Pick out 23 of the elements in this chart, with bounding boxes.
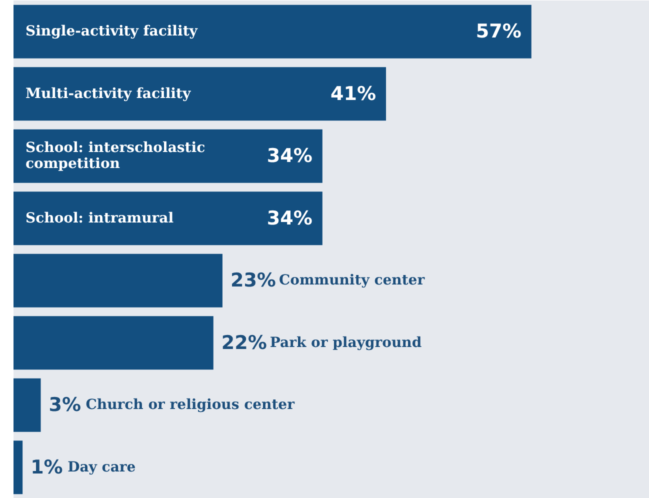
data-label: 57% (476, 20, 522, 43)
y-tick-label: Community center (278, 272, 426, 289)
y-tick-label: Multi-activity facility (26, 86, 192, 102)
y-tick-label: Park or playground (270, 334, 422, 351)
y-tick-label: School: interscholastic competition (26, 140, 206, 172)
bar (14, 192, 322, 246)
bar (14, 316, 214, 370)
y-tick-label: School: intramural (26, 210, 174, 226)
data-label: 22% (221, 332, 267, 354)
data-label: 23% (230, 270, 276, 292)
data-label: 41% (330, 82, 376, 105)
bar (14, 440, 23, 494)
y-tick-label: Single-activity facility (26, 24, 198, 40)
bar (14, 67, 386, 121)
y-tick-label: Church or religious center (86, 397, 296, 414)
data-label: 34% (266, 207, 312, 230)
data-label: 34% (266, 145, 312, 168)
bar (14, 254, 222, 308)
data-label: 3% (48, 394, 82, 416)
data-label: 1% (30, 456, 63, 478)
y-tick-label: Day care (68, 459, 136, 476)
bar (14, 378, 41, 432)
bar (14, 4, 532, 58)
